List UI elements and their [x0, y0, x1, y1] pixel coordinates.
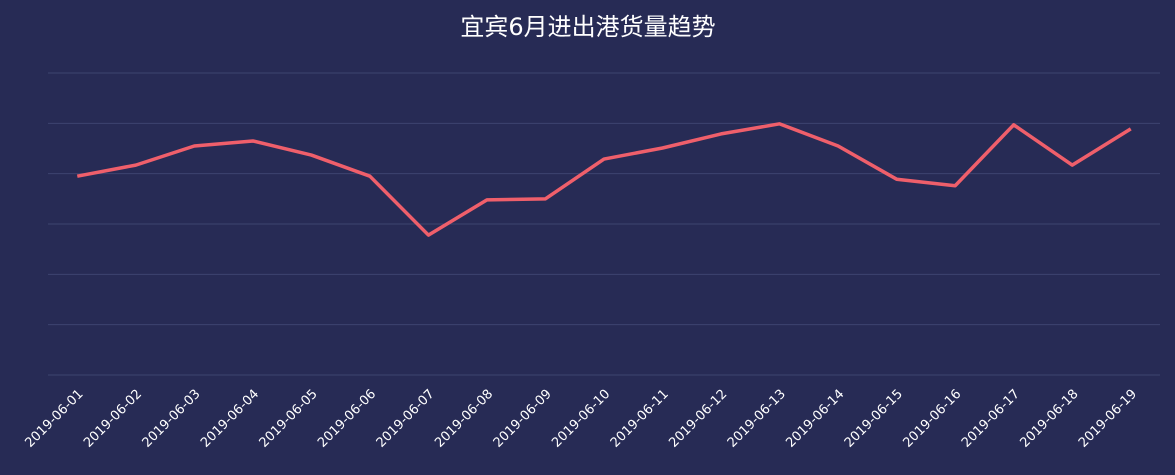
- line: [76, 122, 1132, 237]
- chart-title: 宜宾6月进出港货量趋势: [460, 13, 715, 41]
